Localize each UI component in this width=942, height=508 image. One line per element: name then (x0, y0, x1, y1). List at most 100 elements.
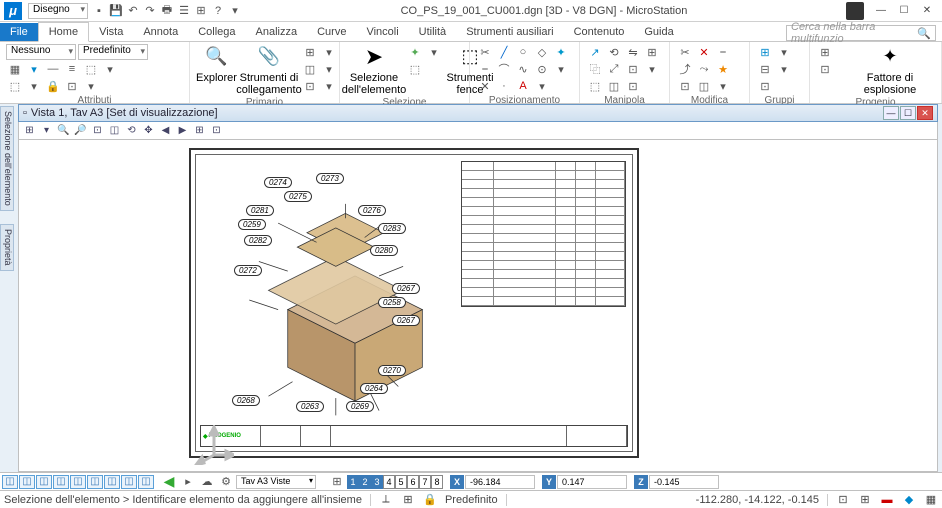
color-icon[interactable]: ▾ (25, 61, 43, 77)
star-icon[interactable]: ✦ (552, 44, 570, 60)
tab-guida[interactable]: Guida (634, 23, 683, 41)
tool-icon[interactable]: ⬚ (586, 78, 604, 94)
close-button[interactable]: ✕ (916, 3, 938, 19)
pan-icon[interactable]: ✥ (141, 124, 156, 138)
view-num[interactable]: 6 (407, 475, 419, 489)
attr-combo-2[interactable]: Predefinito (78, 44, 148, 60)
snap-icon[interactable]: ⟂ (379, 493, 393, 507)
attr-combo-1[interactable]: Nessuno (6, 44, 76, 60)
view-titlebar[interactable]: ▫ Vista 1, Tav A3 [Set di visualizzazion… (18, 104, 938, 122)
group-icon[interactable]: ⊞ (756, 44, 774, 60)
status-icon[interactable]: ⊞ (858, 493, 872, 507)
maximize-button[interactable]: ☐ (893, 3, 915, 19)
save-icon[interactable]: 💾 (109, 4, 123, 18)
max-icon[interactable]: ☐ (900, 106, 916, 120)
status-icon[interactable]: ▬ (880, 493, 894, 507)
tab-curve[interactable]: Curve (307, 23, 356, 41)
zoom-in-icon[interactable]: 🔍 (56, 124, 71, 138)
tool-icon[interactable]: ▾ (320, 61, 338, 77)
view-cube-icon[interactable]: ◫ (2, 475, 18, 489)
redo-icon[interactable]: ↷ (143, 4, 157, 18)
tab-home[interactable]: Home (38, 22, 89, 42)
window-icon[interactable]: ◫ (107, 124, 122, 138)
attr-icon[interactable]: ▾ (101, 61, 119, 77)
tool-icon[interactable]: ▾ (425, 44, 443, 60)
tool-icon[interactable]: ▾ (320, 78, 338, 94)
view-cube-icon[interactable]: ◫ (138, 475, 154, 489)
attr-icon[interactable]: ⬚ (82, 61, 100, 77)
text-icon[interactable]: A (514, 78, 532, 94)
tool-icon[interactable]: ⎯ (476, 61, 494, 77)
extend-icon[interactable]: ⤴ (676, 61, 694, 77)
view-cube-icon[interactable]: ◫ (70, 475, 86, 489)
view-cube-icon[interactable]: ◫ (121, 475, 137, 489)
side-tab-selection[interactable]: Selezione dell'elemento (0, 106, 14, 211)
view-cube-icon[interactable]: ◫ (87, 475, 103, 489)
attr-icon[interactable]: ▾ (25, 78, 43, 94)
tool-icon[interactable]: ⊡ (816, 61, 834, 77)
tab-strumenti[interactable]: Strumenti ausiliari (456, 23, 563, 41)
weight-icon[interactable]: ≡ (63, 61, 81, 77)
tool-icon[interactable]: ⊞ (816, 44, 834, 60)
drawing-canvas[interactable]: 0273027402750281027602590283028202800272… (18, 140, 938, 472)
qa-icon[interactable]: ☰ (177, 4, 191, 18)
rotate-icon[interactable]: ⟲ (605, 44, 623, 60)
level-icon[interactable]: ▦ (6, 61, 24, 77)
spline-icon[interactable]: ∿ (514, 61, 532, 77)
move-icon[interactable]: ↗ (586, 44, 604, 60)
arc-icon[interactable]: ⌒ (495, 61, 513, 77)
tab-utilita[interactable]: Utilità (409, 23, 457, 41)
rotate-icon[interactable]: ⟲ (124, 124, 139, 138)
ungroup-icon[interactable]: ⊟ (756, 61, 774, 77)
status-icon[interactable]: ▦ (924, 493, 938, 507)
shape-icon[interactable]: ◇ (533, 44, 551, 60)
view-cube-icon[interactable]: ◫ (104, 475, 120, 489)
next-icon[interactable]: ▶ (175, 124, 190, 138)
min-icon[interactable]: — (883, 106, 899, 120)
print-icon[interactable]: 🖶 (160, 4, 174, 18)
cut-icon[interactable]: ✂ (476, 44, 494, 60)
view-num[interactable]: 8 (431, 475, 443, 489)
view-num[interactable]: 3 (371, 475, 383, 489)
config-icon[interactable]: ⚙ (217, 474, 235, 490)
tool-icon[interactable]: ▾ (775, 44, 793, 60)
tool-icon[interactable]: ★ (714, 61, 732, 77)
explorer-button[interactable]: 🔍Explorer (196, 44, 237, 84)
tab-collega[interactable]: Collega (188, 23, 245, 41)
tool-icon[interactable]: ◫ (695, 78, 713, 94)
tool-icon[interactable]: ⊡ (624, 78, 642, 94)
tool-icon[interactable]: ⊡ (676, 78, 694, 94)
copy-icon[interactable]: ⿻ (586, 61, 604, 77)
tab-contenuto[interactable]: Contenuto (564, 23, 635, 41)
scale-icon[interactable]: ⤢ (605, 61, 623, 77)
view-tool-icon[interactable]: ⊞ (22, 124, 37, 138)
tab-vincoli[interactable]: Vincoli (356, 23, 408, 41)
attr-icon[interactable]: ⊡ (63, 78, 81, 94)
array-icon[interactable]: ⊡ (624, 61, 642, 77)
view-cube-icon[interactable]: ◫ (36, 475, 52, 489)
view-num[interactable]: 5 (395, 475, 407, 489)
prev-icon[interactable]: ◀ (158, 124, 173, 138)
view-tool-icon[interactable]: ▾ (39, 124, 54, 138)
tool-icon[interactable]: ▾ (775, 61, 793, 77)
qa-icon[interactable]: ⊞ (194, 4, 208, 18)
snap-mode[interactable]: Predefinito (445, 494, 498, 506)
user-icon[interactable] (846, 2, 864, 20)
view-num[interactable]: 1 (347, 475, 359, 489)
view-num[interactable]: 4 (383, 475, 395, 489)
lock-icon[interactable]: 🔒 (44, 78, 62, 94)
view-num[interactable]: 2 (359, 475, 371, 489)
nav-back-icon[interactable]: ◀ (160, 474, 178, 490)
tool-icon[interactable]: ✕ (476, 78, 494, 94)
tool-icon[interactable]: ◫ (301, 61, 319, 77)
view-toggle-icon[interactable]: ⊞ (328, 474, 346, 490)
tool-icon[interactable]: ⊞ (301, 44, 319, 60)
side-tab-properties[interactable]: Proprietà (0, 224, 14, 271)
tool-icon[interactable]: ▾ (714, 78, 732, 94)
lock-icon[interactable]: 🔒 (423, 493, 437, 507)
cloud-icon[interactable]: ☁ (198, 474, 216, 490)
view-tool-icon[interactable]: ⊞ (192, 124, 207, 138)
trim-icon[interactable]: ✂ (676, 44, 694, 60)
tool-icon[interactable]: ◫ (605, 78, 623, 94)
tool-icon[interactable]: ⊙ (533, 61, 551, 77)
